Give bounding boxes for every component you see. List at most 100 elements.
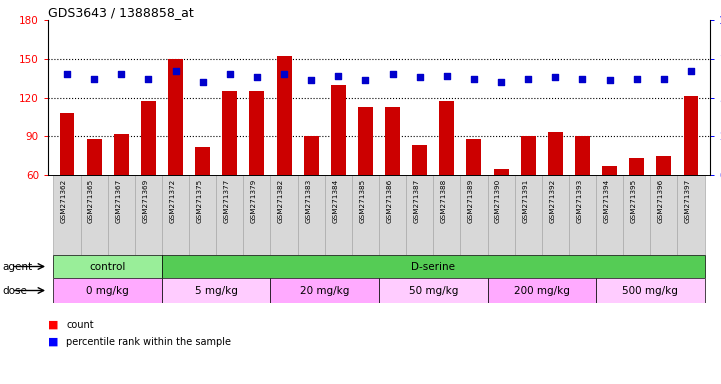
Bar bbox=[385, 106, 400, 253]
Text: GSM271365: GSM271365 bbox=[88, 179, 94, 223]
Text: 200 mg/kg: 200 mg/kg bbox=[514, 285, 570, 296]
Text: 5 mg/kg: 5 mg/kg bbox=[195, 285, 238, 296]
Text: 50 mg/kg: 50 mg/kg bbox=[409, 285, 458, 296]
Point bbox=[278, 71, 290, 77]
Point bbox=[197, 79, 208, 85]
Point bbox=[224, 71, 236, 77]
Text: GSM271387: GSM271387 bbox=[414, 179, 420, 223]
Point bbox=[631, 76, 642, 82]
Bar bbox=[222, 91, 237, 253]
Bar bbox=[53, 255, 162, 278]
Bar bbox=[569, 175, 596, 255]
Text: GSM271377: GSM271377 bbox=[224, 179, 230, 223]
Bar bbox=[53, 175, 81, 255]
Bar bbox=[107, 175, 135, 255]
Text: ■: ■ bbox=[48, 320, 58, 330]
Text: GSM271391: GSM271391 bbox=[522, 179, 528, 223]
Point bbox=[61, 71, 73, 77]
Point bbox=[523, 76, 534, 82]
Bar bbox=[466, 139, 482, 253]
Text: percentile rank within the sample: percentile rank within the sample bbox=[66, 337, 231, 347]
Bar bbox=[412, 145, 427, 253]
Bar bbox=[195, 147, 210, 253]
Text: GSM271384: GSM271384 bbox=[332, 179, 338, 223]
Text: GSM271396: GSM271396 bbox=[658, 179, 664, 223]
Text: count: count bbox=[66, 320, 94, 330]
Bar bbox=[379, 278, 487, 303]
Point bbox=[169, 68, 181, 74]
Text: GSM271382: GSM271382 bbox=[278, 179, 284, 223]
Text: dose: dose bbox=[2, 285, 27, 296]
Bar bbox=[60, 113, 74, 253]
Point bbox=[115, 71, 127, 77]
Bar bbox=[650, 175, 678, 255]
Point bbox=[658, 76, 670, 82]
Point bbox=[549, 74, 561, 80]
Bar bbox=[162, 278, 270, 303]
Bar bbox=[53, 278, 162, 303]
Bar bbox=[114, 134, 129, 253]
Text: GSM271383: GSM271383 bbox=[305, 179, 311, 223]
Bar bbox=[270, 175, 298, 255]
Bar bbox=[249, 91, 265, 253]
Bar bbox=[433, 175, 461, 255]
Point bbox=[143, 76, 154, 82]
Bar bbox=[596, 175, 623, 255]
Point bbox=[577, 76, 588, 82]
Text: GSM271390: GSM271390 bbox=[495, 179, 501, 223]
Bar bbox=[277, 56, 291, 253]
Bar bbox=[162, 175, 189, 255]
Bar bbox=[168, 59, 183, 253]
Text: GSM271386: GSM271386 bbox=[386, 179, 392, 223]
Text: 0 mg/kg: 0 mg/kg bbox=[87, 285, 129, 296]
Text: GSM271389: GSM271389 bbox=[468, 179, 474, 223]
Point bbox=[414, 74, 425, 80]
Point bbox=[604, 78, 616, 84]
Bar bbox=[162, 255, 704, 278]
Text: GSM271362: GSM271362 bbox=[61, 179, 67, 223]
Bar bbox=[487, 175, 515, 255]
Text: 20 mg/kg: 20 mg/kg bbox=[300, 285, 350, 296]
Bar bbox=[656, 156, 671, 253]
Bar bbox=[379, 175, 406, 255]
Bar bbox=[515, 175, 541, 255]
Point bbox=[441, 73, 453, 79]
Bar bbox=[304, 136, 319, 253]
Bar bbox=[629, 158, 644, 253]
Bar bbox=[358, 106, 373, 253]
Bar bbox=[548, 132, 563, 253]
Text: GSM271385: GSM271385 bbox=[360, 179, 366, 223]
Bar bbox=[596, 278, 704, 303]
Point bbox=[306, 78, 317, 84]
Text: GSM271379: GSM271379 bbox=[251, 179, 257, 223]
Text: control: control bbox=[89, 262, 126, 271]
Bar bbox=[541, 175, 569, 255]
Text: GDS3643 / 1388858_at: GDS3643 / 1388858_at bbox=[48, 6, 194, 19]
Bar bbox=[684, 96, 699, 253]
Text: GSM271388: GSM271388 bbox=[441, 179, 447, 223]
Point bbox=[89, 76, 100, 82]
Text: ■: ■ bbox=[48, 337, 58, 347]
Bar bbox=[352, 175, 379, 255]
Text: GSM271397: GSM271397 bbox=[685, 179, 691, 223]
Bar bbox=[141, 101, 156, 253]
Bar bbox=[298, 175, 324, 255]
Bar bbox=[331, 84, 346, 253]
Bar bbox=[521, 136, 536, 253]
Point bbox=[386, 71, 398, 77]
Point bbox=[495, 79, 507, 85]
Bar bbox=[623, 175, 650, 255]
Bar bbox=[324, 175, 352, 255]
Point bbox=[332, 73, 344, 79]
Bar bbox=[487, 278, 596, 303]
Point bbox=[251, 74, 262, 80]
Bar bbox=[602, 166, 617, 253]
Point bbox=[468, 76, 479, 82]
Text: GSM271393: GSM271393 bbox=[577, 179, 583, 223]
Bar bbox=[439, 101, 454, 253]
Bar bbox=[216, 175, 244, 255]
Bar bbox=[406, 175, 433, 255]
Text: GSM271375: GSM271375 bbox=[197, 179, 203, 223]
Bar bbox=[678, 175, 704, 255]
Bar bbox=[575, 136, 590, 253]
